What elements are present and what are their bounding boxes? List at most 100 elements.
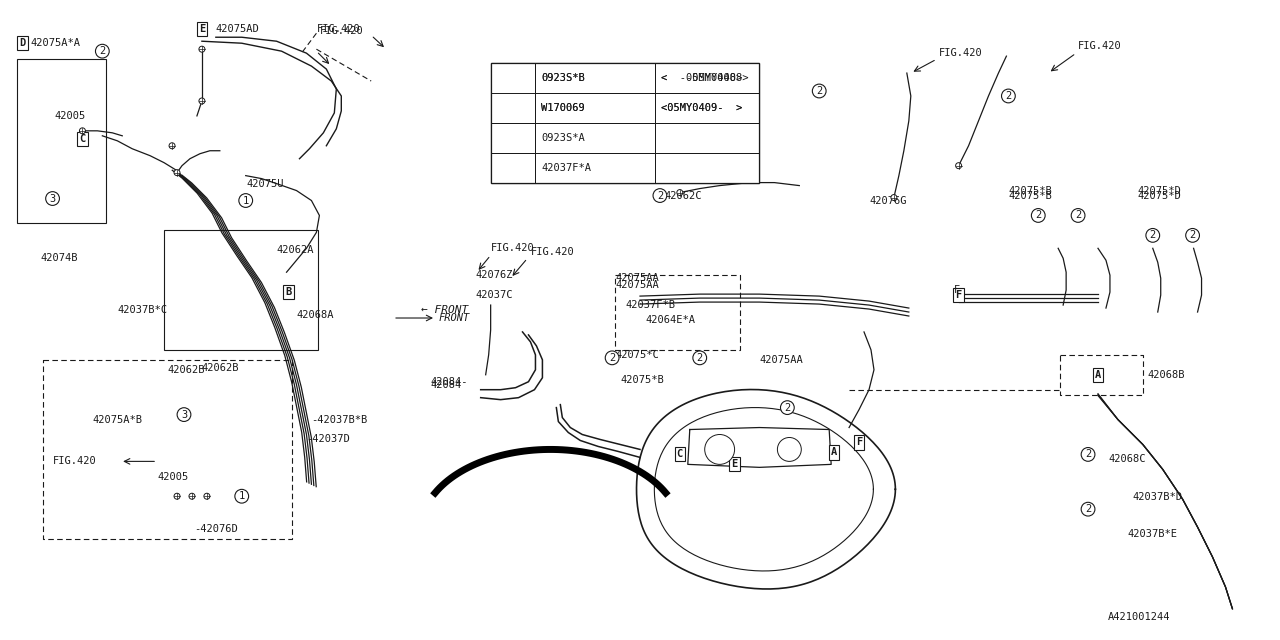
- Text: W170069: W170069: [541, 103, 585, 113]
- Bar: [490, 63, 759, 182]
- Text: 42075A*B: 42075A*B: [92, 415, 142, 424]
- Text: 42037C: 42037C: [476, 290, 513, 300]
- Text: -42076D: -42076D: [195, 524, 238, 534]
- Circle shape: [198, 98, 205, 104]
- Text: 42075*C: 42075*C: [616, 350, 659, 360]
- Text: 42062B: 42062B: [168, 365, 205, 375]
- Text: 42005: 42005: [157, 472, 188, 483]
- Text: 0923S*B: 0923S*B: [541, 73, 585, 83]
- Text: FIG.420: FIG.420: [1078, 41, 1121, 51]
- Bar: [164, 230, 319, 350]
- Text: 2: 2: [785, 403, 791, 413]
- Circle shape: [79, 128, 86, 134]
- Text: 42075*B: 42075*B: [620, 375, 664, 385]
- Text: F: F: [955, 290, 961, 300]
- Text: 2: 2: [657, 191, 663, 200]
- Text: 42062B: 42062B: [202, 363, 239, 372]
- Text: 42075AA: 42075AA: [759, 355, 804, 365]
- Text: 3: 3: [511, 163, 516, 173]
- Text: 42037B*C: 42037B*C: [118, 305, 168, 315]
- Text: 2: 2: [1005, 91, 1011, 101]
- Text: 0923S*B: 0923S*B: [541, 73, 585, 83]
- Text: E: E: [198, 24, 205, 35]
- Text: 2: 2: [1085, 504, 1091, 514]
- Text: 1: 1: [511, 88, 516, 98]
- Text: F: F: [954, 285, 960, 295]
- Text: 0923S*A: 0923S*A: [541, 132, 585, 143]
- Text: 2: 2: [609, 353, 616, 363]
- Text: C: C: [79, 134, 86, 144]
- Text: 42076Z: 42076Z: [476, 270, 513, 280]
- Text: 42068A: 42068A: [297, 310, 334, 320]
- Text: 42037B*D: 42037B*D: [1133, 492, 1183, 502]
- Text: <05MY0409-  >: <05MY0409- >: [660, 103, 742, 113]
- Text: <05MY0409-  >: <05MY0409- >: [660, 103, 742, 113]
- Circle shape: [777, 438, 801, 461]
- Text: 42037B*E: 42037B*E: [1128, 529, 1178, 539]
- Circle shape: [174, 170, 180, 175]
- Text: 2: 2: [1036, 211, 1042, 220]
- Text: 42075AA: 42075AA: [616, 280, 659, 290]
- Text: <   -05MY0408>: < -05MY0408>: [660, 73, 749, 83]
- Text: 1: 1: [243, 196, 248, 205]
- Text: 2: 2: [100, 46, 105, 56]
- Text: FIG.420: FIG.420: [52, 456, 96, 467]
- Text: 2: 2: [1149, 230, 1156, 241]
- Text: 42075*D: 42075*D: [1138, 191, 1181, 200]
- Text: 42074B: 42074B: [41, 253, 78, 263]
- Text: FRONT: FRONT: [439, 313, 470, 323]
- Text: 42062A: 42062A: [276, 245, 314, 255]
- Bar: [490, 63, 759, 182]
- Text: FIG.420: FIG.420: [490, 243, 535, 253]
- Text: C: C: [677, 449, 684, 460]
- Circle shape: [705, 435, 735, 465]
- Text: 2: 2: [817, 86, 822, 96]
- Text: A: A: [831, 447, 837, 458]
- Circle shape: [956, 163, 961, 169]
- Text: 1: 1: [511, 81, 516, 90]
- Text: 42075*B: 42075*B: [1009, 186, 1052, 196]
- Text: 42075AD: 42075AD: [216, 24, 260, 35]
- Circle shape: [189, 493, 195, 499]
- Text: 2: 2: [1075, 211, 1082, 220]
- Text: FIG.420: FIG.420: [530, 247, 575, 257]
- Text: 1: 1: [238, 492, 244, 501]
- Text: 42068C: 42068C: [1108, 454, 1146, 465]
- Text: 42064E*A: 42064E*A: [645, 315, 695, 325]
- Text: 3: 3: [50, 193, 56, 204]
- Text: FIG.420: FIG.420: [938, 48, 983, 58]
- Circle shape: [677, 189, 682, 196]
- Text: 2: 2: [511, 132, 516, 143]
- Text: D: D: [714, 447, 721, 458]
- Circle shape: [891, 195, 897, 200]
- Text: 42075AA: 42075AA: [616, 273, 659, 283]
- Text: E: E: [731, 460, 737, 469]
- Text: B: B: [786, 444, 792, 454]
- Circle shape: [198, 46, 205, 52]
- Text: 42005: 42005: [55, 111, 86, 121]
- Text: 3: 3: [180, 410, 187, 420]
- Text: 42075A*A: 42075A*A: [31, 38, 81, 48]
- Text: FIG.420: FIG.420: [316, 24, 360, 35]
- Bar: [17, 59, 106, 223]
- Text: 42084: 42084: [431, 380, 462, 390]
- Text: -42037B*B: -42037B*B: [311, 415, 367, 424]
- Text: B: B: [285, 287, 292, 297]
- Circle shape: [174, 493, 180, 499]
- Text: 42075*B: 42075*B: [1009, 191, 1052, 200]
- Text: 42076G: 42076G: [869, 196, 906, 205]
- Text: F: F: [856, 438, 863, 447]
- Text: 42037F*B: 42037F*B: [625, 300, 675, 310]
- Text: W170069: W170069: [541, 103, 585, 113]
- Text: 42062C: 42062C: [664, 191, 703, 200]
- Text: A: A: [1094, 370, 1101, 380]
- Circle shape: [169, 143, 175, 148]
- Text: A421001244: A421001244: [1108, 612, 1170, 621]
- Text: 2: 2: [696, 353, 703, 363]
- Text: -42037D: -42037D: [306, 435, 351, 444]
- Text: 42084-: 42084-: [431, 377, 468, 387]
- Text: 42075U: 42075U: [247, 179, 284, 189]
- Text: 2: 2: [1085, 449, 1091, 460]
- Text: ← FRONT: ← FRONT: [421, 305, 468, 315]
- Text: FIG.420: FIG.420: [320, 26, 364, 36]
